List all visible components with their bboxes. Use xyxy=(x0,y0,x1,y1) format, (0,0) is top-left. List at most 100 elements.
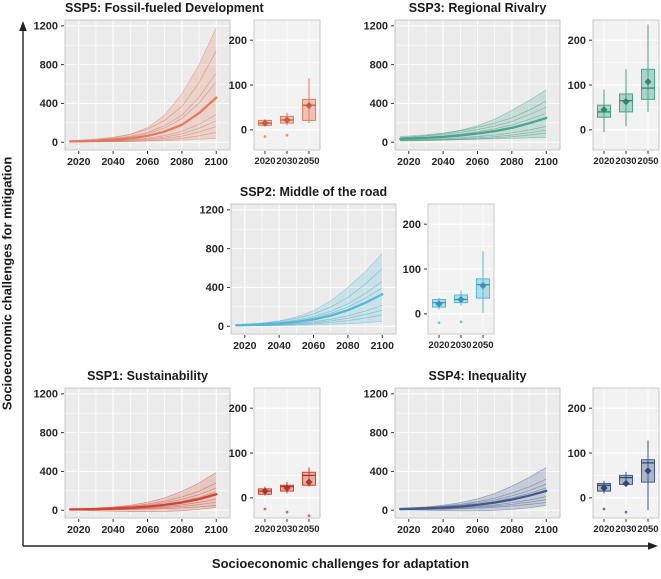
ssp4-box-svg: 0 100 200 2020 2030 2050 xyxy=(568,387,660,535)
svg-text:2080: 2080 xyxy=(500,524,524,536)
svg-text:2020: 2020 xyxy=(67,156,91,168)
svg-text:2020: 2020 xyxy=(254,524,275,535)
ssp3-box-svg: 0 100 200 2020 2030 2050 xyxy=(568,19,660,167)
svg-text:2100: 2100 xyxy=(535,524,559,536)
panel-title-ssp2: SSP2: Middle of the road xyxy=(239,185,388,199)
ssp2-line-svg: 0 400 800 1200 2020 2040 2060 2080 2100 xyxy=(200,203,397,352)
svg-text:0: 0 xyxy=(241,125,247,137)
svg-text:0: 0 xyxy=(382,505,388,517)
svg-text:100: 100 xyxy=(229,80,247,92)
svg-text:2030: 2030 xyxy=(615,524,636,535)
svg-text:100: 100 xyxy=(229,448,247,460)
svg-text:2040: 2040 xyxy=(101,156,125,168)
svg-text:2020: 2020 xyxy=(397,156,421,168)
ssp4-line-svg: 0 400 800 1200 2020 2040 2060 2080 2100 xyxy=(364,387,561,536)
svg-text:100: 100 xyxy=(568,448,586,460)
svg-text:400: 400 xyxy=(370,466,388,478)
svg-text:2060: 2060 xyxy=(466,156,490,168)
svg-text:1200: 1200 xyxy=(34,389,58,401)
svg-text:2030: 2030 xyxy=(276,156,297,167)
ssp1-line-chart: 0 400 800 1200 2020 2040 2060 2080 2100 xyxy=(30,386,235,541)
svg-text:0: 0 xyxy=(415,309,421,321)
ssp2-line-chart: 0 400 800 1200 2020 2040 2060 2080 2100 xyxy=(196,202,401,357)
panel-title-ssp1: SSP1: Sustainability xyxy=(87,369,208,383)
svg-text:400: 400 xyxy=(40,98,58,110)
svg-text:2040: 2040 xyxy=(431,156,455,168)
svg-text:0: 0 xyxy=(580,125,586,137)
svg-text:0: 0 xyxy=(52,505,58,517)
svg-text:2020: 2020 xyxy=(254,156,275,167)
svg-text:2030: 2030 xyxy=(450,340,471,351)
ssp5-box-chart: 0 100 200 2020 2030 2050 xyxy=(218,18,322,173)
x-axis-label: Socioeconomic challenges for adaptation xyxy=(211,556,470,571)
ssp1-box-chart: 0 100 200 2020 2030 2050 xyxy=(218,386,322,541)
svg-text:2040: 2040 xyxy=(267,340,291,352)
svg-text:100: 100 xyxy=(403,264,421,276)
svg-text:1200: 1200 xyxy=(34,21,58,33)
ssp5-line-svg: 0 400 800 1200 2020 2040 2060 2080 2100 xyxy=(34,19,231,168)
svg-text:2100: 2100 xyxy=(205,156,229,168)
svg-text:800: 800 xyxy=(370,59,388,71)
svg-text:2020: 2020 xyxy=(397,524,421,536)
svg-text:2060: 2060 xyxy=(302,340,326,352)
y-axis-arrowhead-icon xyxy=(19,21,27,31)
ssp3-line-chart: 0 400 800 1200 2020 2040 2060 2080 2100 xyxy=(360,18,565,173)
svg-text:2030: 2030 xyxy=(615,156,636,167)
svg-text:2030: 2030 xyxy=(276,524,297,535)
svg-text:2100: 2100 xyxy=(371,340,395,352)
ssp1-line-svg: 0 400 800 1200 2020 2040 2060 2080 2100 xyxy=(34,387,231,536)
svg-text:400: 400 xyxy=(370,98,388,110)
ssp4-box-chart: 0 100 200 2020 2030 2050 xyxy=(557,386,661,541)
svg-text:2080: 2080 xyxy=(336,340,360,352)
ssp5-box-svg: 0 100 200 2020 2030 2050 xyxy=(229,19,321,167)
svg-text:2020: 2020 xyxy=(428,340,449,351)
svg-text:400: 400 xyxy=(206,282,224,294)
svg-text:200: 200 xyxy=(403,219,421,231)
panel-title-ssp5: SSP5: Fossil-fueled Development xyxy=(65,1,264,15)
svg-text:0: 0 xyxy=(52,137,58,149)
svg-text:0: 0 xyxy=(218,321,224,333)
svg-text:800: 800 xyxy=(370,427,388,439)
ssp3-box-chart: 0 100 200 2020 2030 2050 xyxy=(557,18,661,173)
svg-text:2020: 2020 xyxy=(593,156,614,167)
svg-text:2060: 2060 xyxy=(136,156,160,168)
svg-text:1200: 1200 xyxy=(364,21,388,33)
ssp2-box-svg: 0 100 200 2020 2030 2050 xyxy=(403,203,495,351)
svg-text:2020: 2020 xyxy=(67,524,91,536)
svg-text:2050: 2050 xyxy=(298,156,319,167)
x-axis-arrowhead-icon xyxy=(648,542,658,550)
svg-text:800: 800 xyxy=(206,243,224,255)
ssp3-line-svg: 0 400 800 1200 2020 2040 2060 2080 2100 xyxy=(364,19,561,168)
svg-text:2050: 2050 xyxy=(472,340,493,351)
svg-text:2060: 2060 xyxy=(136,524,160,536)
svg-text:2050: 2050 xyxy=(298,524,319,535)
svg-text:2040: 2040 xyxy=(431,524,455,536)
ssp2-box-chart: 0 100 200 2020 2030 2050 xyxy=(392,202,496,357)
svg-text:100: 100 xyxy=(568,80,586,92)
svg-text:2080: 2080 xyxy=(170,524,194,536)
svg-text:200: 200 xyxy=(568,35,586,47)
svg-text:2100: 2100 xyxy=(205,524,229,536)
svg-text:1200: 1200 xyxy=(200,205,224,217)
panel-title-ssp3: SSP3: Regional Rivalry xyxy=(408,1,547,15)
svg-text:200: 200 xyxy=(568,403,586,415)
svg-text:200: 200 xyxy=(229,403,247,415)
ssp4-line-chart: 0 400 800 1200 2020 2040 2060 2080 2100 xyxy=(360,386,565,541)
ssp5-line-chart: 0 400 800 1200 2020 2040 2060 2080 2100 xyxy=(30,18,235,173)
svg-text:1200: 1200 xyxy=(364,389,388,401)
svg-text:2080: 2080 xyxy=(500,156,524,168)
ssp1-box-svg: 0 100 200 2020 2030 2050 xyxy=(229,387,321,535)
svg-text:200: 200 xyxy=(229,35,247,47)
svg-text:2050: 2050 xyxy=(637,156,658,167)
svg-text:800: 800 xyxy=(40,427,58,439)
svg-text:2050: 2050 xyxy=(637,524,658,535)
svg-text:0: 0 xyxy=(580,493,586,505)
svg-text:800: 800 xyxy=(40,59,58,71)
y-axis-label: Socioeconomic challenges for mitigation xyxy=(0,156,15,411)
svg-text:400: 400 xyxy=(40,466,58,478)
svg-text:2100: 2100 xyxy=(535,156,559,168)
svg-text:2060: 2060 xyxy=(466,524,490,536)
svg-text:0: 0 xyxy=(382,137,388,149)
svg-text:2040: 2040 xyxy=(101,524,125,536)
